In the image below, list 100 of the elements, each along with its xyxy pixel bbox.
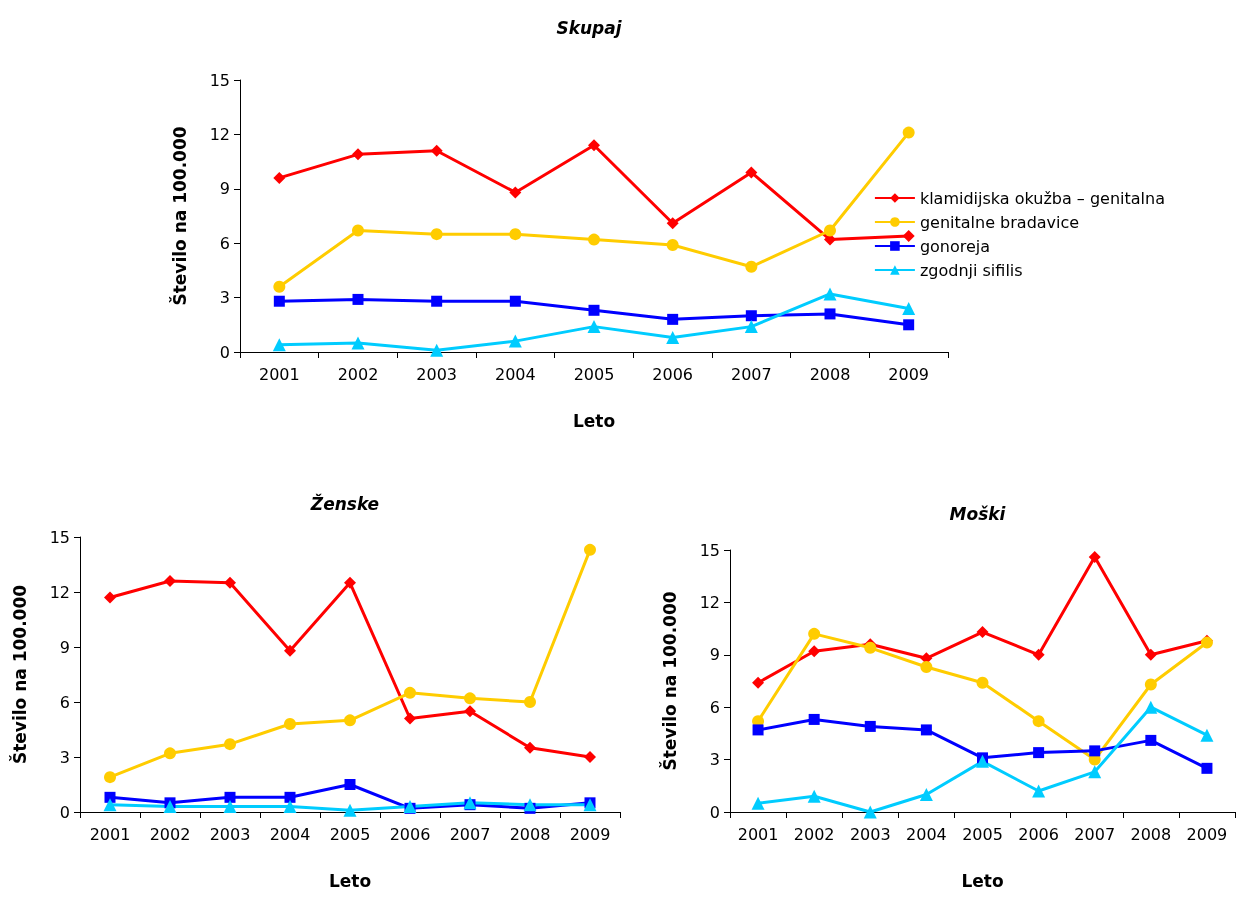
- point: [104, 791, 116, 803]
- y-tick-label: 3: [709, 750, 720, 770]
- point: [430, 228, 443, 241]
- point: [744, 320, 758, 334]
- x-tick-label: 2008: [1130, 824, 1172, 844]
- point: [163, 800, 177, 813]
- point: [745, 310, 757, 322]
- point: [351, 336, 365, 350]
- x-tick-label: 2005: [962, 824, 1003, 844]
- point: [508, 334, 522, 348]
- point: [404, 686, 416, 699]
- point: [344, 714, 356, 727]
- y-axis-title: Število na 100.000: [168, 126, 190, 306]
- point: [902, 301, 916, 315]
- point: [430, 343, 444, 357]
- point: [164, 575, 176, 587]
- x-tick-label: 2009: [888, 364, 930, 384]
- point: [284, 791, 296, 803]
- point: [824, 224, 836, 237]
- point: [404, 712, 416, 725]
- point: [902, 229, 915, 242]
- point: [588, 233, 600, 246]
- point: [745, 260, 758, 273]
- point: [509, 295, 521, 307]
- y-tick-label: 0: [219, 342, 230, 362]
- point: [807, 789, 821, 803]
- x-tick-label: 2008: [509, 824, 551, 844]
- x-tick-label: 2005: [329, 824, 371, 844]
- x-tick-label: 2004: [906, 824, 947, 844]
- y-tick-label: 6: [219, 233, 230, 253]
- x-tick-label: 2004: [494, 364, 536, 384]
- y-tick-label: 12: [209, 124, 230, 144]
- point: [863, 805, 877, 819]
- y-tick-label: 15: [209, 70, 230, 90]
- point: [667, 313, 679, 325]
- point: [509, 186, 522, 199]
- y-tick-label: 0: [59, 802, 70, 822]
- point: [224, 791, 236, 803]
- y-tick-label: 9: [219, 179, 230, 199]
- point: [1088, 550, 1101, 563]
- x-tick-label: 2003: [849, 824, 891, 844]
- point: [430, 144, 443, 157]
- y-tick-label: 6: [709, 697, 720, 717]
- point: [751, 796, 765, 810]
- point: [352, 224, 364, 237]
- point: [1144, 700, 1158, 714]
- point: [103, 798, 117, 812]
- point: [273, 280, 286, 293]
- point: [587, 320, 601, 334]
- x-tick-label: 2005: [573, 364, 615, 384]
- point: [976, 626, 989, 639]
- point: [976, 676, 989, 689]
- legend-label: gonoreja: [919, 236, 991, 256]
- point: [284, 718, 296, 730]
- x-tick-label: 2007: [730, 364, 772, 384]
- x-tick-label: 2002: [793, 824, 835, 844]
- chart-title: Ženske: [309, 492, 380, 514]
- y-tick-label: 9: [59, 637, 70, 657]
- legend-label: genitalne bradavice: [919, 212, 1080, 232]
- point: [588, 139, 600, 152]
- point: [164, 747, 176, 760]
- point: [824, 308, 836, 320]
- x-tick-label: 2001: [258, 364, 300, 384]
- point: [224, 576, 236, 589]
- point: [104, 771, 116, 784]
- x-tick-label: 2003: [416, 364, 458, 384]
- point: [509, 228, 522, 241]
- point: [919, 788, 933, 802]
- x-tick-label: 2006: [389, 824, 431, 844]
- point: [273, 295, 285, 307]
- point: [344, 779, 356, 790]
- x-tick-label: 2007: [449, 824, 491, 844]
- point: [1088, 765, 1102, 779]
- x-tick-label: 2004: [269, 824, 311, 844]
- point: [1032, 715, 1045, 728]
- point: [666, 217, 679, 230]
- x-tick-label: 2002: [337, 364, 379, 384]
- point: [1032, 784, 1046, 798]
- point: [920, 724, 932, 736]
- x-tick-label: 2006: [652, 364, 694, 384]
- point: [808, 645, 821, 658]
- y-tick-label: 12: [699, 592, 720, 612]
- x-tick-label: 2008: [809, 364, 851, 384]
- point: [352, 148, 364, 161]
- point: [1033, 747, 1045, 759]
- point: [104, 591, 116, 604]
- x-tick-label: 2009: [1186, 824, 1228, 844]
- point: [752, 724, 764, 736]
- point: [1144, 648, 1157, 661]
- point: [588, 304, 600, 316]
- point: [666, 239, 679, 252]
- y-axis-title: Število na 100.000: [8, 584, 30, 765]
- point: [808, 627, 821, 640]
- point: [823, 287, 837, 301]
- point: [1200, 728, 1214, 742]
- point: [524, 741, 536, 754]
- point: [524, 696, 536, 708]
- point: [920, 661, 933, 674]
- x-tick-label: 2001: [737, 824, 779, 844]
- point: [1032, 648, 1045, 661]
